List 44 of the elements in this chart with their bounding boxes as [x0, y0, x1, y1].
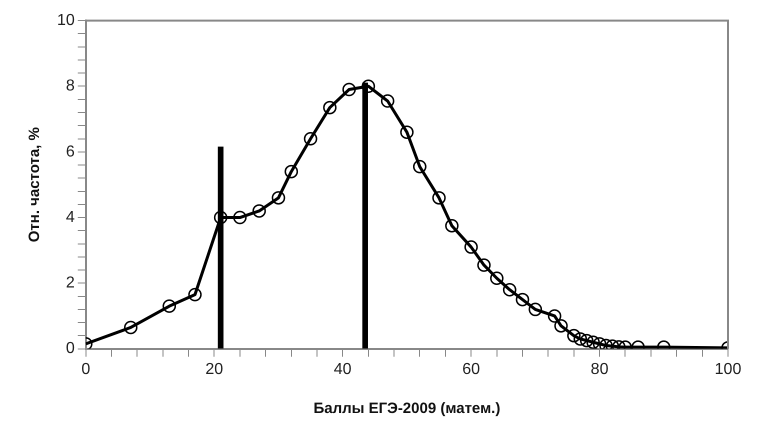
point	[233, 210, 247, 224]
point	[342, 82, 356, 96]
x-tick-label: 20	[205, 360, 224, 378]
point	[323, 100, 337, 114]
point	[400, 125, 414, 139]
point	[412, 160, 426, 174]
point	[490, 271, 504, 285]
point	[516, 292, 530, 306]
point	[528, 302, 542, 316]
point	[304, 132, 318, 146]
point	[554, 319, 568, 333]
point	[188, 288, 202, 302]
point	[592, 337, 606, 349]
y-tick-label: 2	[66, 274, 75, 292]
point	[580, 334, 594, 348]
x-tick-label: 80	[590, 360, 609, 378]
y-axis-title: Отн. частота, %	[26, 127, 44, 242]
point	[567, 328, 581, 342]
point	[362, 79, 376, 93]
point	[380, 94, 394, 108]
y-tick-label: 0	[66, 340, 75, 358]
x-axis-title: Баллы ЕГЭ-2009 (матем.)	[313, 400, 500, 418]
y-tick-label: 6	[66, 143, 75, 160]
x-tick-label: 0	[81, 360, 90, 378]
point	[502, 282, 516, 296]
y-tick-label: 4	[66, 208, 75, 226]
point	[586, 335, 600, 349]
y-tick-label: 10	[57, 12, 75, 30]
point	[445, 218, 459, 232]
point	[272, 191, 286, 205]
point	[214, 210, 228, 224]
point	[477, 258, 491, 272]
point	[284, 164, 298, 178]
point	[464, 240, 478, 254]
point	[432, 191, 446, 205]
x-tick-label: 40	[334, 360, 352, 378]
y-tick-label: 8	[66, 78, 75, 95]
point	[548, 309, 562, 323]
x-tick-label: 100	[714, 360, 742, 378]
point	[574, 332, 588, 346]
point	[252, 204, 266, 218]
point	[162, 299, 176, 313]
point	[124, 320, 138, 334]
x-tick-label: 60	[462, 360, 480, 378]
